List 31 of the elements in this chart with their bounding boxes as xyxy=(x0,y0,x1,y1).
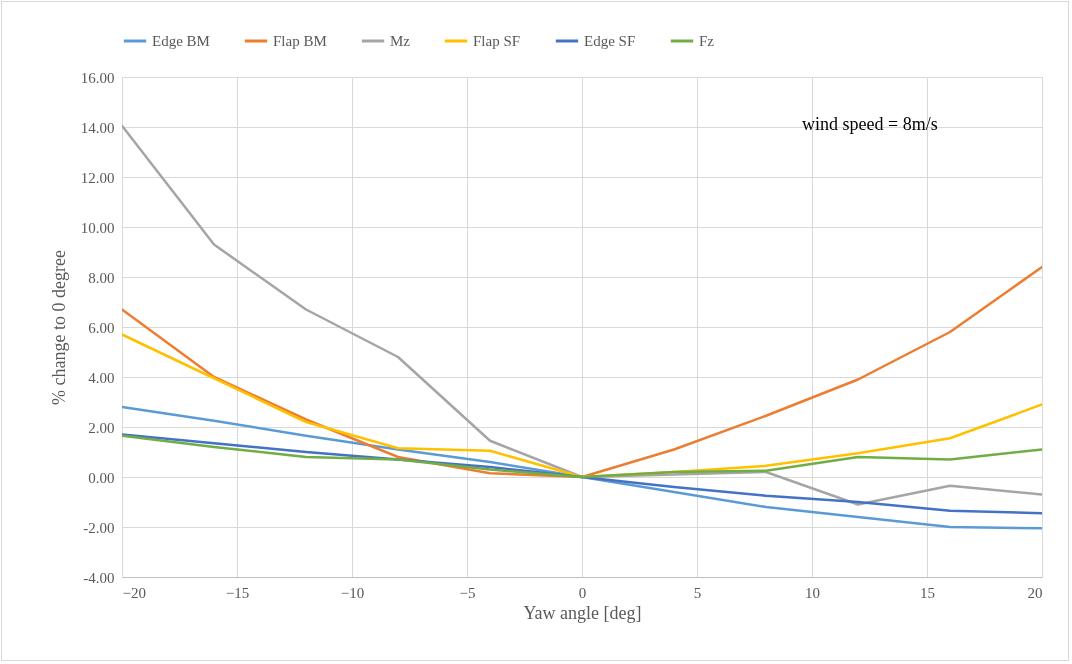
y-tick-label: -2.00 xyxy=(83,519,115,536)
x-axis-title: Yaw angle [deg] xyxy=(523,602,642,623)
y-axis-title: % change to 0 degree xyxy=(48,250,69,405)
legend-label: Flap SF xyxy=(473,33,521,49)
x-tick-label: 5 xyxy=(693,584,702,601)
y-tick-label: 6.00 xyxy=(88,319,115,336)
x-tick-label: −10 xyxy=(340,584,365,601)
y-tick-label: 4.00 xyxy=(88,369,115,386)
legend-label: Edge SF xyxy=(584,33,636,49)
y-tick-label: 16.00 xyxy=(80,69,115,86)
legend-label: Fz xyxy=(699,33,715,49)
line-series xyxy=(122,434,1042,479)
legend-label: Mz xyxy=(390,33,411,49)
line-series xyxy=(122,405,1042,530)
x-tick-label: −15 xyxy=(225,584,250,601)
legend-label: Edge BM xyxy=(152,33,210,49)
annotation: wind speed = 8m/s xyxy=(802,114,938,134)
y-tick-label: 2.00 xyxy=(88,419,115,436)
x-tick-label: 15 xyxy=(920,584,935,601)
y-tick-label: 14.00 xyxy=(80,119,115,136)
x-tick-label: 10 xyxy=(805,584,820,601)
x-tick-label: −20 xyxy=(122,584,146,601)
y-tick-label: 8.00 xyxy=(88,269,115,286)
y-tick-label: 10.00 xyxy=(80,219,115,236)
x-tick-label: 20 xyxy=(1027,584,1043,601)
x-tick-label: 0 xyxy=(578,584,587,601)
y-tick-label: 0.00 xyxy=(88,469,115,486)
y-tick-label: 12.00 xyxy=(80,169,115,186)
legend-label: Flap BM xyxy=(273,33,327,49)
y-tick-label: -4.00 xyxy=(83,569,115,586)
x-tick-label: −5 xyxy=(459,584,476,601)
